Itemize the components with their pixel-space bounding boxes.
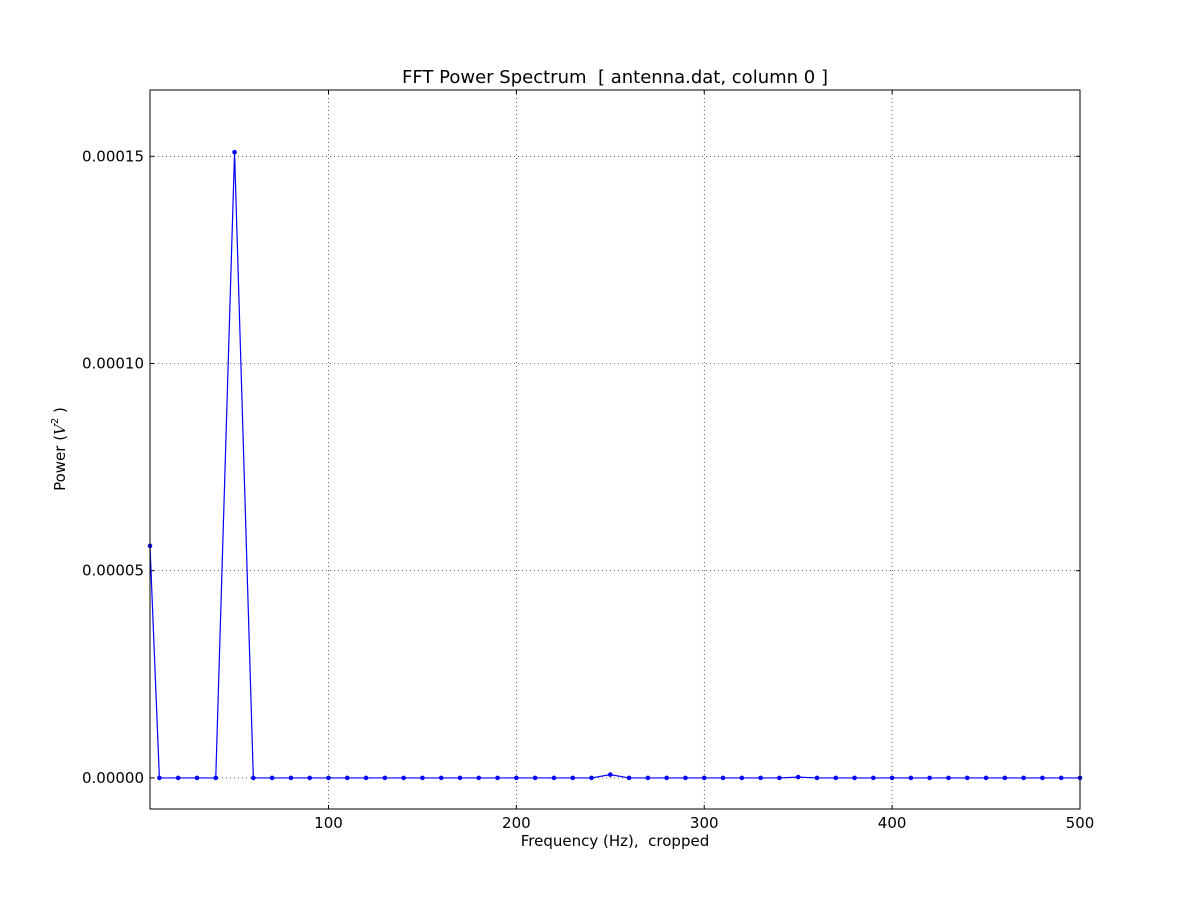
plot-series [147,149,1083,781]
y-tick-label: 0.00005 [82,562,144,580]
data-point [232,149,237,155]
y-axis-label-exponent: 2 [50,418,61,424]
data-point [608,772,613,777]
data-point [589,775,594,781]
data-point [344,775,350,781]
data-point [157,775,162,781]
data-point [626,775,632,781]
data-point [758,775,763,781]
y-axis-label: Power (V2 ) [50,407,69,491]
data-point [401,775,406,781]
data-point [213,775,219,781]
y-tick-labels: 0.00000 0.00005 0.00010 0.00015 [82,147,144,787]
data-point [251,775,256,781]
data-point [1002,775,1008,781]
data-point [983,775,989,781]
data-point [194,775,200,781]
y-tick-label: 0.00000 [82,769,144,787]
data-point [701,775,707,781]
x-tick-label: 500 [1066,814,1095,832]
data-point [664,775,669,781]
data-point [946,775,951,781]
data-point [476,775,482,781]
data-point [551,775,557,781]
data-point [495,775,500,781]
y-tick-label: 0.00015 [82,147,144,165]
data-point [927,775,932,781]
y-tick-label: 0.00010 [82,355,144,373]
data-point [532,775,538,781]
data-point [720,775,726,781]
x-tick-labels: 100 200 300 400 500 [314,814,1094,832]
data-point [852,775,857,781]
data-point [175,775,181,781]
data-point [307,775,312,781]
x-tick-label: 200 [502,814,531,832]
data-point [964,775,970,781]
data-point [833,775,839,781]
data-point [269,775,275,781]
y-axis-label-math: V [51,422,69,435]
grid-lines [150,90,1081,809]
data-point [908,775,914,781]
data-point [514,775,519,781]
x-axis-label: Frequency (Hz), cropped [521,832,709,850]
data-point [795,774,801,780]
data-point [683,775,688,781]
data-point [382,775,388,781]
data-point [889,775,895,781]
data-point [438,775,444,781]
data-point [326,775,331,781]
data-point [420,775,425,781]
data-point [645,775,651,781]
y-axis-label-suffix: ) [51,407,69,418]
plot-area-frame [149,89,1081,810]
data-point [457,775,463,781]
data-point [363,775,369,781]
data-point [871,775,876,781]
data-point [288,775,294,781]
data-point [1058,775,1064,781]
data-point [570,775,576,781]
x-tick-label: 100 [314,814,343,832]
data-point [1040,775,1045,781]
data-point [1021,775,1026,781]
x-tick-label: 300 [690,814,719,832]
data-point [739,775,745,781]
data-point [814,775,820,781]
data-point [777,775,782,781]
chart-title: FFT Power Spectrum [ antenna.dat, column… [402,67,828,88]
y-axis-label-prefix: Power ( [51,435,69,491]
x-tick-label: 400 [878,814,907,832]
